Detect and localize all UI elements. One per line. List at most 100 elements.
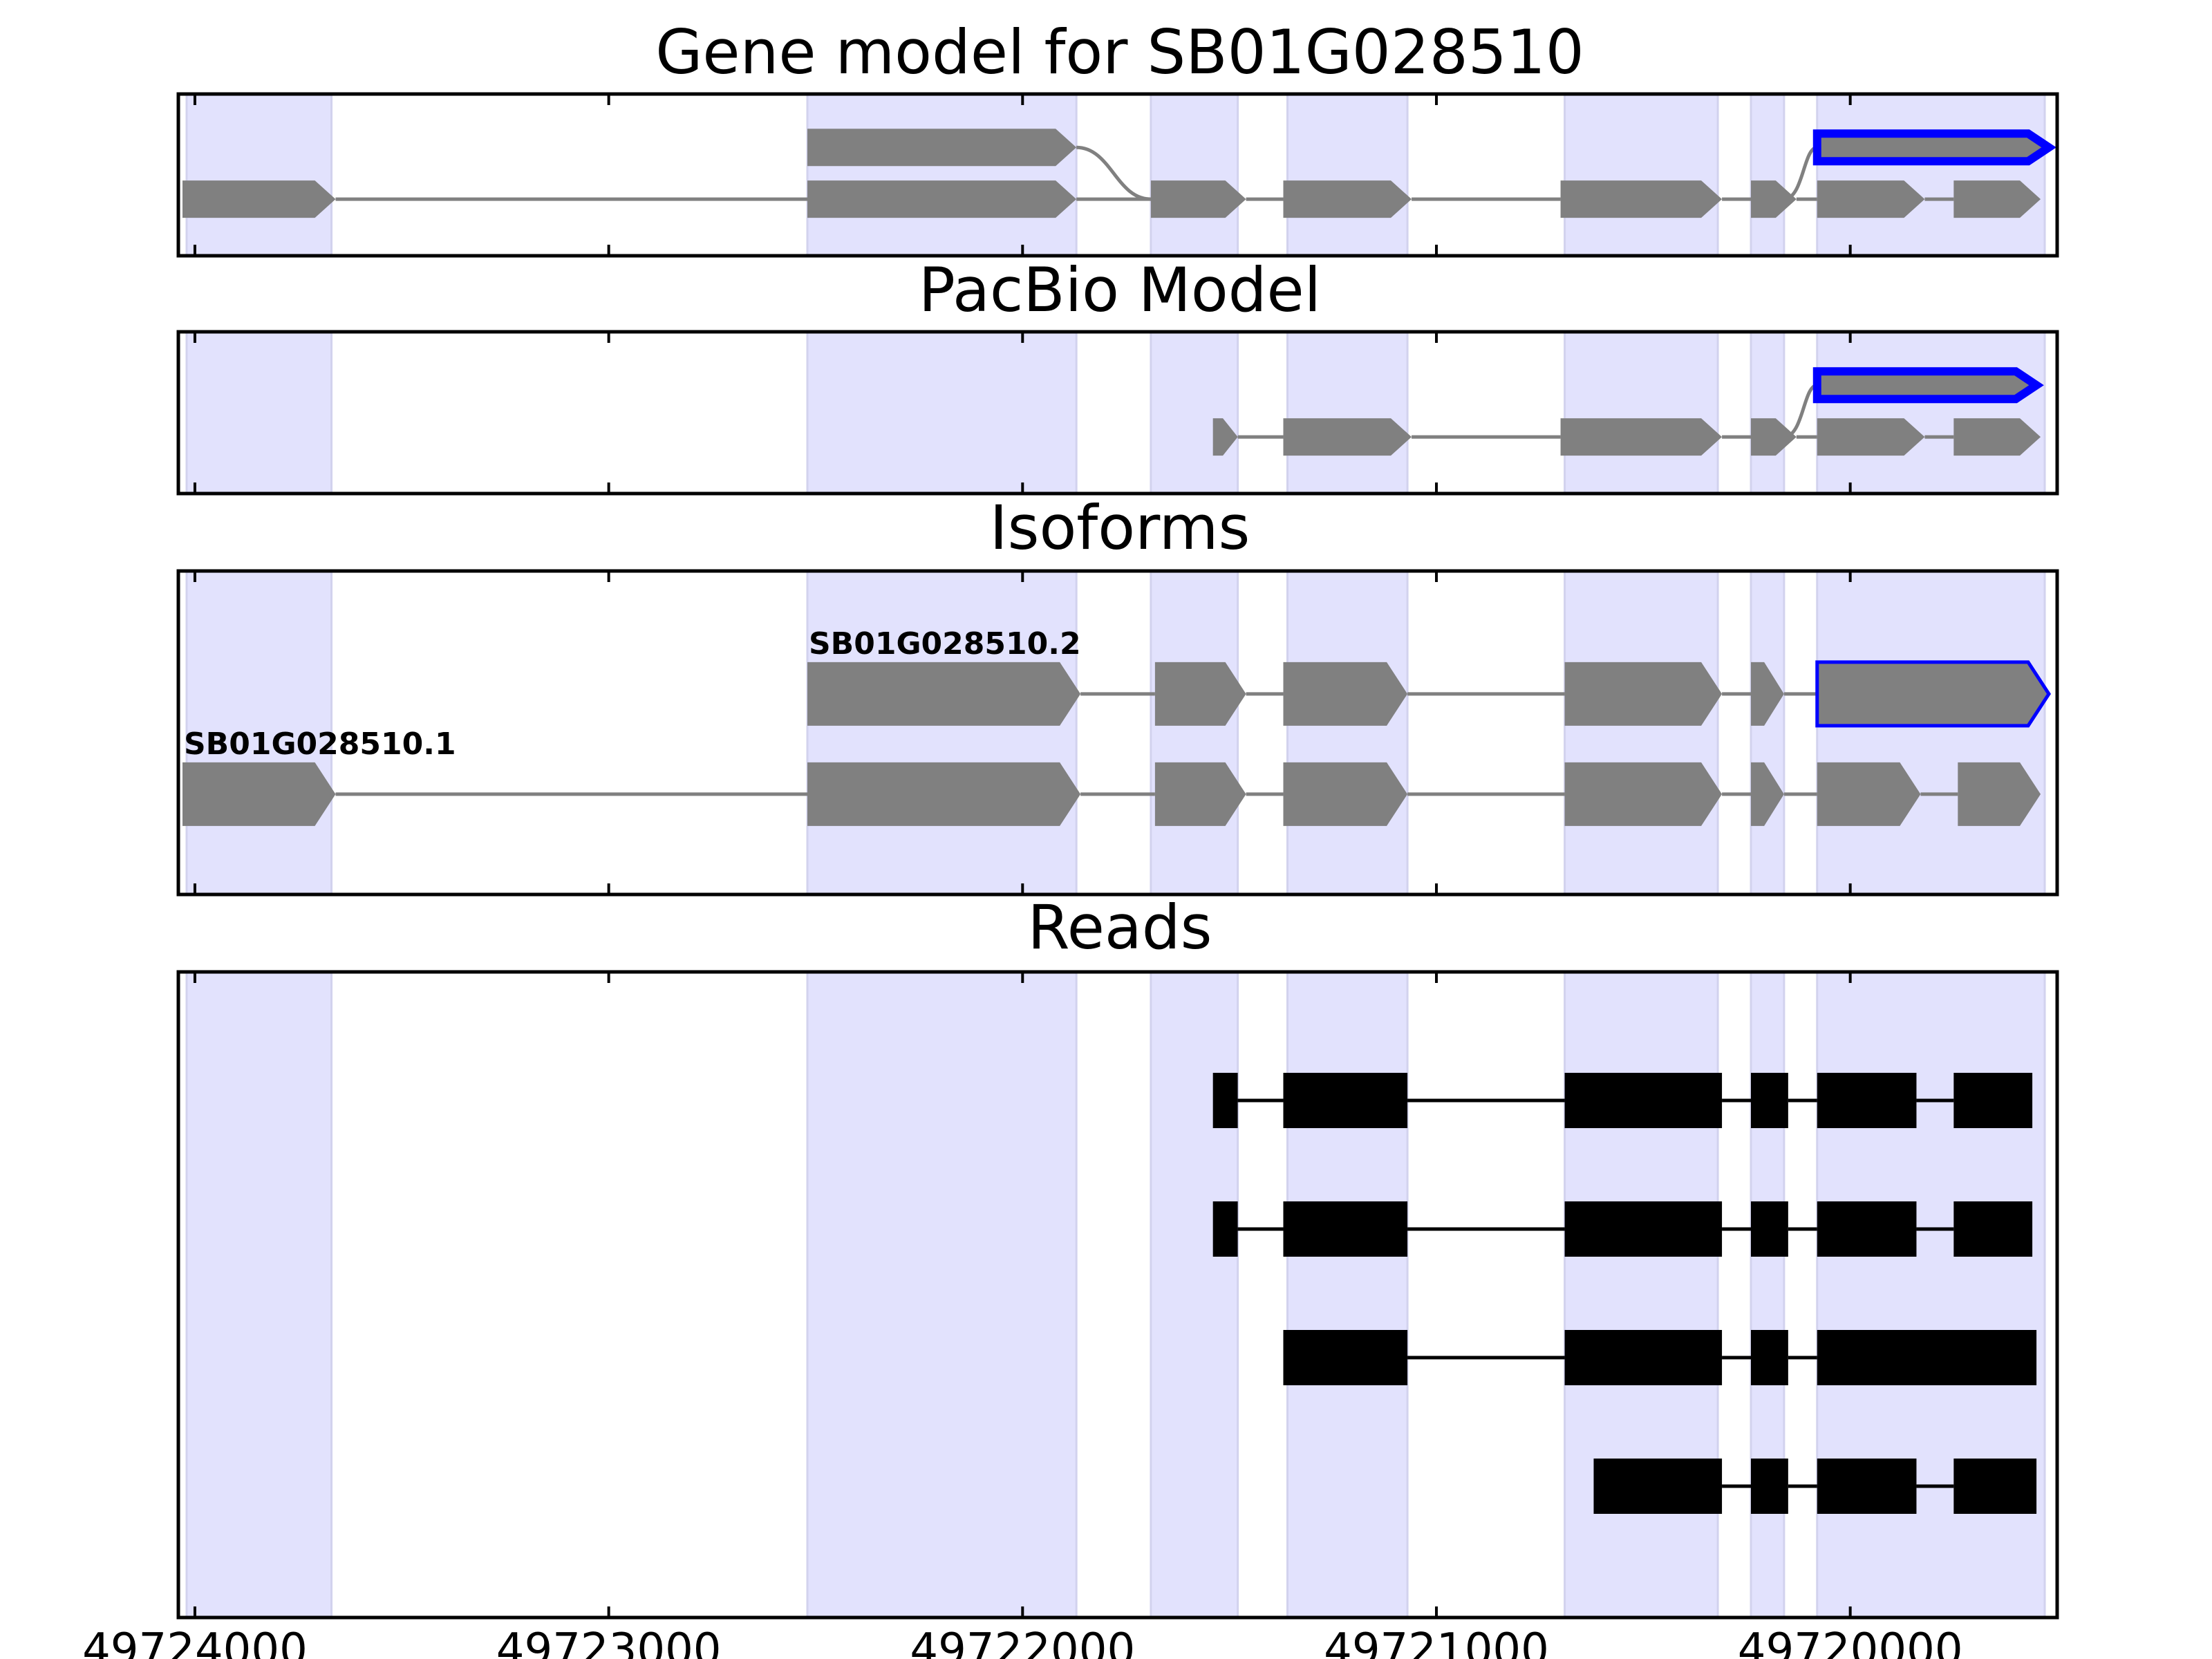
read-block bbox=[1817, 1330, 2037, 1385]
highlighted-exon-arrow bbox=[1815, 660, 2052, 728]
exon-shading-band bbox=[1750, 971, 1785, 1619]
panel-title-pacbio-model: PacBio Model bbox=[919, 254, 1321, 326]
exon-arrow bbox=[1212, 418, 1238, 456]
exon-arrow bbox=[1953, 180, 2041, 218]
exon-arrow bbox=[807, 129, 1077, 167]
exon-shading-band bbox=[1750, 570, 1785, 896]
read-block bbox=[1564, 1073, 1723, 1128]
exon-shading-band bbox=[1564, 971, 1719, 1619]
read-block bbox=[1283, 1330, 1408, 1385]
exon-shading-band bbox=[1150, 971, 1239, 1619]
exon-shading-band bbox=[1564, 570, 1719, 896]
panel-title-isoforms: Isoforms bbox=[990, 492, 1250, 563]
read-block bbox=[1817, 1073, 1917, 1128]
exon-shading-band bbox=[1150, 93, 1239, 257]
read-block bbox=[1750, 1459, 1788, 1514]
exon-shading-band bbox=[1286, 330, 1409, 495]
splice-connector bbox=[1783, 383, 1818, 439]
exon-shading-band bbox=[1286, 93, 1409, 257]
panel-pacbio-model: PacBio Model bbox=[176, 254, 2059, 496]
read-block bbox=[1953, 1073, 2033, 1128]
exon-shading-band bbox=[1750, 93, 1785, 257]
panel-title-reads: Reads bbox=[1028, 892, 1212, 963]
x-tick-label: 49724000 bbox=[82, 1624, 308, 1659]
panel-frame bbox=[176, 92, 2059, 258]
exon-arrow bbox=[182, 762, 336, 826]
exon-arrow bbox=[1817, 762, 1921, 826]
exon-arrow bbox=[1283, 180, 1412, 218]
panel-title-gene-model: Gene model for SB01G028510 bbox=[655, 17, 1584, 88]
panel-reads: Reads 49724000 49723000 49722000 49721000 49… bbox=[82, 892, 2059, 1659]
read-block bbox=[1817, 1201, 1917, 1257]
exon-arrow bbox=[807, 762, 1081, 826]
read-block bbox=[1564, 1330, 1723, 1385]
exon-arrow bbox=[1958, 762, 2041, 826]
exon-shading-band bbox=[1150, 330, 1239, 495]
exon-arrow bbox=[1564, 662, 1723, 726]
exon-shading-band bbox=[806, 570, 1078, 896]
exon-shading-band bbox=[806, 93, 1078, 257]
exon-arrow bbox=[182, 180, 336, 218]
exon-arrow bbox=[1283, 662, 1408, 726]
exon-arrow bbox=[807, 662, 1081, 726]
x-tick-label: 49720000 bbox=[1738, 1624, 1963, 1659]
exon-shading-band bbox=[1150, 570, 1239, 896]
panel-gene-model: Gene model for SB01G028510 bbox=[176, 17, 2059, 258]
isoform-label: SB01G028510.2 bbox=[809, 626, 1081, 662]
read-block bbox=[1593, 1459, 1723, 1514]
splice-connector bbox=[1076, 145, 1152, 201]
exon-shading-band bbox=[1816, 330, 2046, 495]
panel-isoforms: Isoforms SB01G028510.2 SB01G028510.1 bbox=[176, 492, 2059, 897]
panel-frame bbox=[176, 330, 2059, 496]
exon-arrow bbox=[1750, 418, 1797, 456]
x-tick-label: 49723000 bbox=[496, 1624, 722, 1659]
exon-arrow bbox=[1953, 418, 2041, 456]
exon-arrow bbox=[1750, 662, 1784, 726]
exon-arrow bbox=[1817, 180, 1925, 218]
exon-arrow bbox=[1817, 418, 1925, 456]
exon-shading-band bbox=[185, 330, 333, 495]
panel-frame bbox=[176, 970, 2059, 1620]
exon-arrow bbox=[807, 180, 1077, 218]
read-block bbox=[1750, 1201, 1788, 1257]
read-block bbox=[1212, 1073, 1238, 1128]
exon-arrow bbox=[1150, 180, 1246, 218]
exon-arrow bbox=[1560, 418, 1723, 456]
exon-arrow bbox=[1154, 662, 1246, 726]
exon-shading-band bbox=[185, 93, 333, 257]
isoform-label: SB01G028510.1 bbox=[184, 727, 456, 762]
read-block bbox=[1953, 1459, 2037, 1514]
exon-shading-band bbox=[1286, 570, 1409, 896]
highlighted-exon-arrow bbox=[1812, 367, 2044, 404]
exon-shading-band bbox=[1816, 570, 2046, 896]
x-tick-label: 49722000 bbox=[910, 1624, 1135, 1659]
read-block bbox=[1817, 1459, 1917, 1514]
x-tick-label: 49721000 bbox=[1324, 1624, 1549, 1659]
read-block bbox=[1750, 1073, 1788, 1128]
exon-shading-band bbox=[1286, 971, 1409, 1619]
exon-arrow bbox=[1560, 180, 1723, 218]
exon-shading-band bbox=[806, 971, 1078, 1619]
exon-arrow bbox=[1154, 762, 1246, 826]
splice-connector bbox=[1783, 145, 1818, 201]
exon-arrow bbox=[1750, 762, 1784, 826]
exon-shading-band bbox=[1816, 971, 2046, 1619]
exon-arrow bbox=[1750, 180, 1797, 218]
read-block bbox=[1564, 1201, 1723, 1257]
exon-arrow bbox=[1283, 762, 1408, 826]
exon-shading-band bbox=[185, 971, 333, 1619]
exon-shading-band bbox=[1564, 330, 1719, 495]
exon-arrow bbox=[1564, 762, 1723, 826]
highlighted-exon-arrow bbox=[1812, 129, 2056, 166]
panel-frame bbox=[176, 569, 2059, 897]
read-block bbox=[1750, 1330, 1788, 1385]
read-block bbox=[1283, 1073, 1408, 1128]
read-block bbox=[1212, 1201, 1238, 1257]
exon-shading-band bbox=[1750, 330, 1785, 495]
exon-shading-band bbox=[806, 330, 1078, 495]
exon-arrow bbox=[1283, 418, 1412, 456]
exon-shading-band bbox=[1564, 93, 1719, 257]
exon-shading-band bbox=[1816, 93, 2046, 257]
read-block bbox=[1953, 1201, 2033, 1257]
